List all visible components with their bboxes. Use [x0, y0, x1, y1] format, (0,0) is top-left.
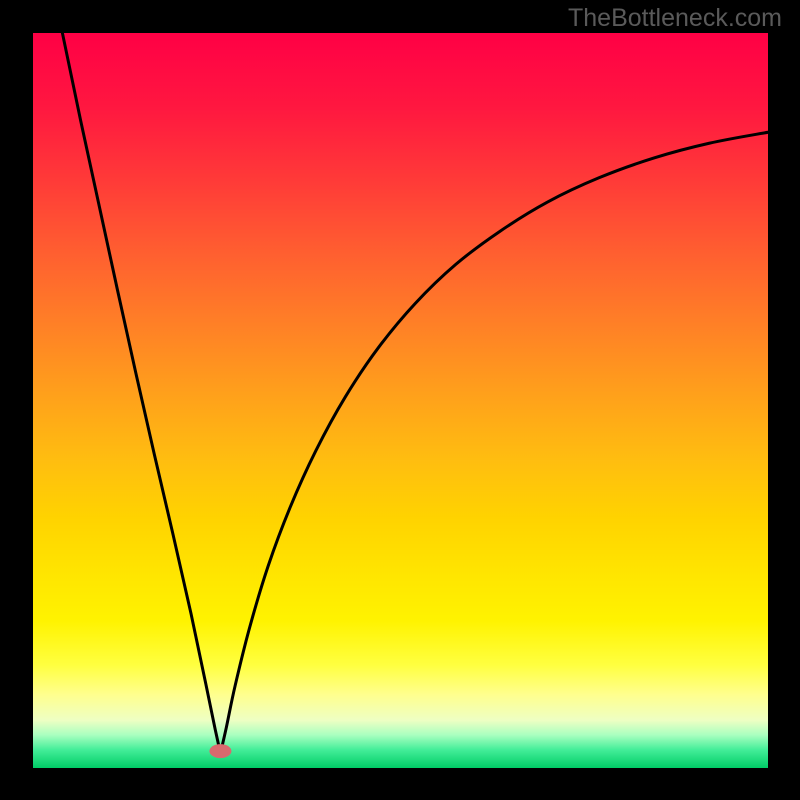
- chart-container: TheBottleneck.com: [0, 0, 800, 800]
- optimal-point-marker: [209, 744, 231, 758]
- watermark-text: TheBottleneck.com: [568, 4, 782, 33]
- bottleneck-chart: [0, 0, 800, 800]
